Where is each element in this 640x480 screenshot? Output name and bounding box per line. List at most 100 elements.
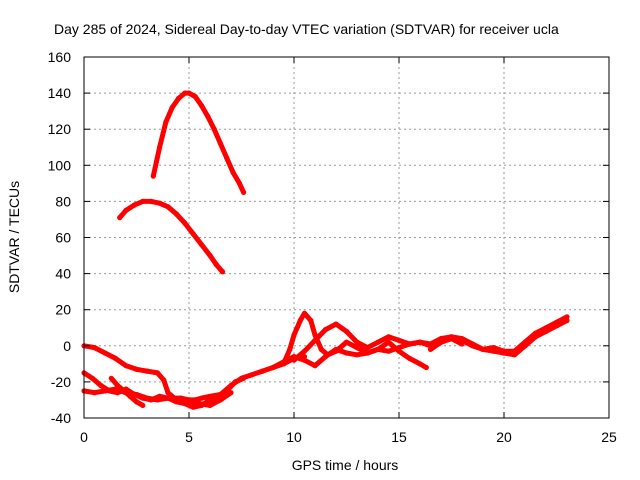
- data-point: [173, 211, 179, 217]
- data-point: [123, 363, 129, 369]
- data-point: [133, 391, 140, 398]
- data-point: [417, 361, 423, 367]
- data-point: [182, 220, 188, 226]
- data-point: [127, 393, 133, 399]
- data-point: [385, 348, 392, 354]
- data-point: [423, 364, 429, 371]
- data-point: [157, 144, 163, 150]
- data-point: [322, 354, 329, 360]
- data-point: [182, 90, 188, 96]
- data-point: [301, 348, 308, 354]
- data-point: [165, 395, 171, 401]
- axis-ticks: 0 5 10 15 20 25 -40 -20 0 20 40 60 80 100 120 140 160: [48, 49, 617, 445]
- data-point: [207, 397, 213, 403]
- data-point: [301, 310, 308, 316]
- y-tick-label: -40: [51, 410, 71, 426]
- data-point: [259, 368, 266, 374]
- data-point: [459, 336, 465, 342]
- data-point: [165, 390, 171, 396]
- data-point: [211, 126, 217, 132]
- y-tick-label: 40: [55, 266, 71, 282]
- data-point: [144, 368, 150, 374]
- data-point: [217, 141, 224, 147]
- data-point: [532, 330, 539, 336]
- data-point: [438, 339, 444, 345]
- data-point: [333, 321, 339, 327]
- data-point: [89, 375, 95, 381]
- data-point: [232, 379, 238, 385]
- data-point: [308, 317, 314, 324]
- data-point: [354, 345, 360, 351]
- data-point: [312, 363, 318, 369]
- data-point: [364, 350, 371, 356]
- chart-title: Day 285 of 2024, Sidereal Day-to-day VTE…: [54, 21, 559, 37]
- y-axis-label: SDTVAR / TECUs: [6, 181, 22, 293]
- data-point: [469, 341, 476, 347]
- data-point: [121, 388, 127, 394]
- data-point: [196, 401, 203, 407]
- data-point: [301, 357, 308, 363]
- data-point: [396, 345, 402, 351]
- data-point: [192, 94, 198, 100]
- data-point: [175, 397, 182, 403]
- data-point: [564, 314, 570, 320]
- data-point: [133, 399, 140, 405]
- data-point: [207, 402, 213, 408]
- data-point: [157, 200, 163, 206]
- data-point: [490, 345, 497, 351]
- data-point: [291, 354, 297, 360]
- data-point: [375, 346, 381, 352]
- data-point: [241, 375, 247, 381]
- data-point: [501, 348, 507, 354]
- data-point: [297, 317, 303, 324]
- data-point: [280, 359, 287, 365]
- data-point: [115, 382, 121, 389]
- data-point: [112, 355, 119, 361]
- data-point: [102, 388, 108, 394]
- x-tick-label: 25: [601, 429, 617, 445]
- data-point: [144, 395, 150, 401]
- x-tick-label: 0: [80, 429, 88, 445]
- data-point: [91, 390, 98, 396]
- data-point: [543, 325, 549, 331]
- data-point: [169, 104, 175, 111]
- data-point: [199, 395, 205, 401]
- series-layer: [81, 90, 570, 410]
- data-point: [165, 204, 171, 210]
- data-point: [102, 350, 108, 356]
- data-point: [343, 350, 350, 356]
- data-point: [396, 337, 402, 343]
- x-tick-label: 15: [391, 429, 407, 445]
- y-tick-label: 160: [48, 49, 72, 65]
- data-point: [287, 346, 293, 352]
- x-tick-label: 20: [496, 429, 512, 445]
- y-tick-label: 140: [48, 85, 72, 101]
- y-tick-label: -20: [51, 374, 71, 390]
- data-point: [199, 242, 205, 248]
- data-point: [511, 348, 518, 354]
- data-point: [343, 328, 350, 334]
- y-tick-label: 120: [48, 121, 72, 137]
- y-tick-label: 80: [55, 193, 71, 209]
- data-point: [217, 397, 224, 403]
- data-point: [186, 90, 192, 96]
- data-point: [190, 231, 196, 237]
- data-point: [241, 189, 247, 195]
- data-point: [154, 370, 161, 376]
- data-point: [123, 207, 129, 213]
- data-point: [354, 352, 360, 358]
- data-point: [228, 390, 234, 396]
- data-point: [207, 252, 213, 259]
- data-point: [148, 198, 154, 204]
- data-point: [150, 173, 156, 179]
- data-point: [343, 339, 350, 345]
- data-point: [417, 339, 423, 345]
- data-point: [318, 346, 324, 352]
- data-point: [190, 404, 196, 410]
- x-tick-label: 5: [185, 429, 193, 445]
- data-point: [140, 198, 146, 204]
- data-point: [131, 202, 137, 208]
- data-point: [175, 95, 182, 102]
- data-point: [322, 327, 329, 333]
